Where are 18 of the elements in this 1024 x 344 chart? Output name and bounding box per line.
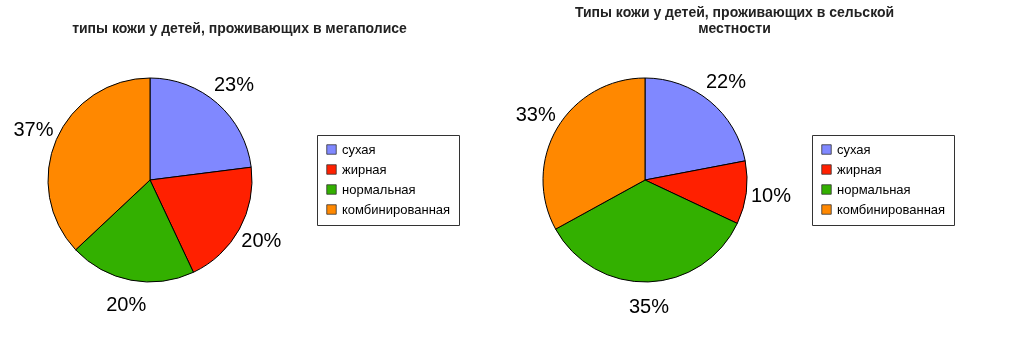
legend-label: комбинированная (837, 201, 946, 217)
data-label: 10% (750, 183, 792, 206)
legend-label: нормальная (837, 181, 911, 197)
legend-label: нормальная (342, 181, 416, 197)
data-label: 37% (13, 117, 54, 140)
legend-label: жирная (837, 161, 882, 177)
chart-title: типы кожи у детей, проживающих в мегаполисе (72, 20, 408, 36)
data-label: 20% (106, 292, 147, 315)
data-label: 20% (241, 229, 282, 252)
legend-label: сухая (837, 141, 871, 157)
legend-label: жирная (342, 161, 387, 177)
chart-title: Типы кожи у детей, проживающих в сельской местности (574, 4, 895, 36)
data-label: 35% (628, 294, 670, 317)
legend-label: сухая (342, 141, 376, 157)
data-label: 23% (213, 72, 255, 95)
data-label: 22% (705, 70, 747, 93)
legend-label: комбинированная (342, 201, 451, 217)
data-label: 33% (515, 103, 556, 126)
